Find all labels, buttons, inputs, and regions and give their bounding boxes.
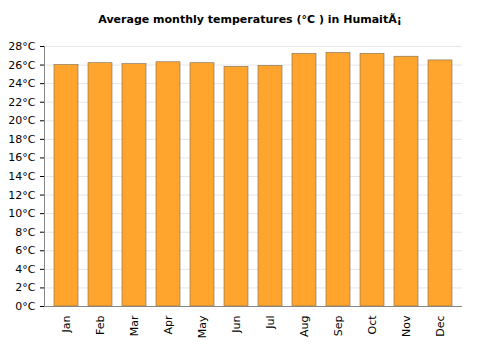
svg-text:0°C: 0°C: [15, 300, 35, 313]
html-text:Average monthly temperatures (: Average monthly temperatures (°C ) in Hu…: [98, 13, 402, 26]
svg-text:4°C: 4°C: [15, 263, 35, 276]
svg-text:22°C: 22°C: [8, 96, 35, 109]
svg-text:Nov: Nov: [400, 315, 413, 337]
svg-text:26°C: 26°C: [8, 59, 35, 72]
svg-text:6°C: 6°C: [15, 244, 35, 257]
svg-text:8°C: 8°C: [15, 226, 35, 239]
svg-text:Jun: Jun: [230, 315, 243, 333]
svg-text:24°C: 24°C: [8, 77, 35, 90]
svg-text:18°C: 18°C: [8, 133, 35, 146]
svg-text:Apr: Apr: [162, 315, 175, 335]
svg-text:14°C: 14°C: [8, 170, 35, 183]
svg-text:28°C: 28°C: [8, 40, 35, 53]
svg-text:16°C: 16°C: [8, 151, 35, 164]
svg-text:Jan: Jan: [60, 315, 73, 333]
svg-text:2°C: 2°C: [15, 281, 35, 294]
svg-text:Aug: Aug: [298, 316, 311, 337]
svg-text:Mar: Mar: [128, 315, 141, 336]
svg-text:Feb: Feb: [94, 315, 107, 334]
svg-text:10°C: 10°C: [8, 207, 35, 220]
svg-text:Jul: Jul: [264, 316, 277, 330]
svg-text:12°C: 12°C: [8, 189, 35, 202]
svg-text:Dec: Dec: [434, 316, 447, 337]
svg-text:20°C: 20°C: [8, 114, 35, 127]
svg-text:May: May: [196, 315, 209, 338]
svg-text:Sep: Sep: [332, 315, 345, 336]
svg-text:Oct: Oct: [366, 315, 379, 335]
